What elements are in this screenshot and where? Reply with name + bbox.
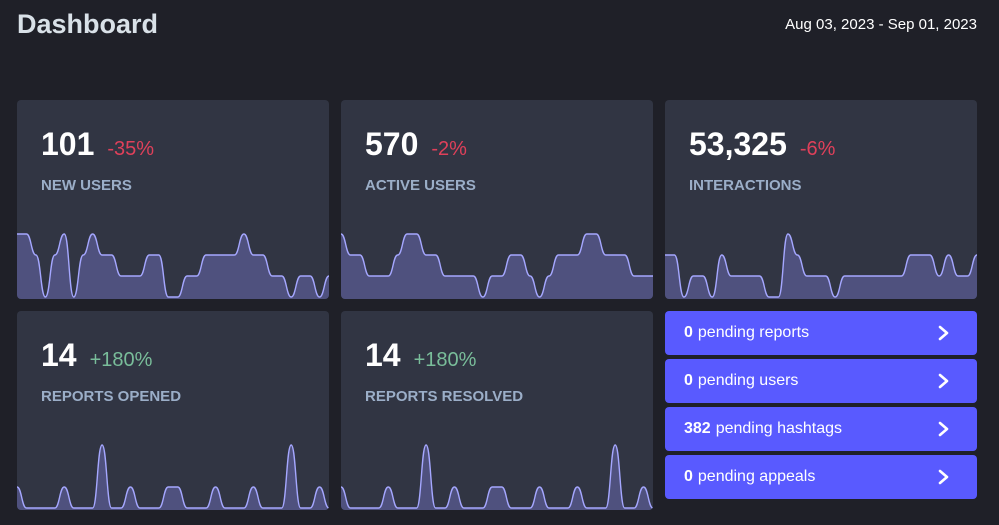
metric-label: Reports resolved [365, 388, 524, 405]
metric-value: 53,325 [689, 126, 787, 162]
card-active-users: 570 -2% Active users [341, 100, 653, 299]
chevron-right-icon [938, 373, 949, 389]
sparkline-line [17, 444, 329, 509]
sparkline-interactions [665, 233, 977, 299]
metric-value: 14 [41, 337, 77, 373]
pending-count: 0 [684, 324, 693, 341]
pending-text: pending reports [697, 324, 810, 341]
metric-label: Interactions [689, 177, 802, 194]
metric-change: +180% [413, 349, 477, 371]
pending-text: pending users [697, 372, 799, 389]
card-interactions: 53,325 -6% Interactions [665, 100, 977, 299]
card-reports-opened: 14 +180% Reports opened [17, 311, 329, 510]
metric-label: Reports opened [41, 388, 182, 405]
pending-text: pending appeals [697, 468, 816, 485]
sparkline-new-users [17, 233, 329, 299]
sparkline-area [341, 445, 653, 510]
pending-count: 0 [684, 468, 693, 485]
card-reports-resolved: 14 +180% Reports resolved [341, 311, 653, 510]
metric-value: 101 [41, 126, 95, 162]
pending-users-link[interactable]: 0 pending users [665, 359, 977, 403]
sparkline-area [665, 234, 977, 299]
pending-reports-link[interactable]: 0 pending reports [665, 311, 977, 355]
pending-hashtags-link[interactable]: 382 pending hashtags [665, 407, 977, 451]
metric-change: -2% [431, 138, 467, 160]
metric-label: New users [41, 177, 132, 194]
pending-appeals-link[interactable]: 0 pending appeals [665, 455, 977, 499]
metric-change: +180% [89, 349, 153, 371]
card-new-users: 101 -35% New users [17, 100, 329, 299]
sparkline-line [341, 444, 653, 509]
metric-label: Active users [365, 177, 476, 194]
date-range: Aug 03, 2023 - Sep 01, 2023 [785, 16, 977, 33]
page-title: Dashboard [17, 9, 159, 39]
metric-change: -6% [799, 138, 836, 160]
sparkline-area [341, 234, 653, 299]
sparkline-line [665, 233, 977, 298]
pending-text: pending hashtags [715, 420, 843, 437]
metric-value: 14 [365, 337, 401, 373]
sparkline-reports-opened [17, 444, 329, 510]
sparkline-reports-resolved [341, 444, 653, 510]
chevron-right-icon [938, 325, 949, 341]
pending-count: 0 [684, 372, 693, 389]
metric-value: 570 [365, 126, 419, 162]
pending-count: 382 [684, 420, 711, 437]
sparkline-line [17, 233, 329, 298]
sparkline-area [17, 445, 329, 510]
metric-change: -35% [107, 138, 155, 160]
sparkline-area [17, 234, 329, 299]
chevron-right-icon [938, 469, 949, 485]
chevron-right-icon [938, 421, 949, 437]
sparkline-active-users [341, 233, 653, 299]
sparkline-line [341, 233, 653, 298]
